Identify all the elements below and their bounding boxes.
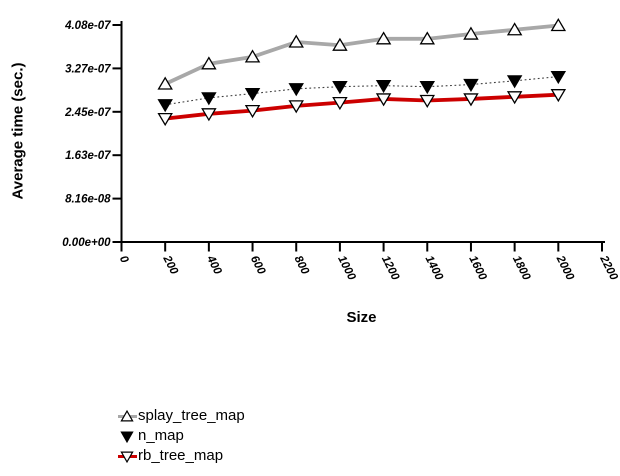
- x-tick-label: 1400: [423, 254, 446, 283]
- legend-label-rb-tree-map: rb_tree_map: [138, 447, 224, 464]
- y-tick-label: 8.16e-08: [65, 194, 111, 206]
- y-axis-ticks: [112, 24, 122, 243]
- triangle-down-filled-icon: [506, 75, 523, 89]
- y-tick-label: 0.00e+00: [62, 237, 111, 249]
- x-axis-ticks: [120, 242, 603, 252]
- x-tick-label: 600: [248, 254, 268, 277]
- legend-label-splay-tree-map: splay_tree_map: [138, 407, 245, 424]
- y-tick-label: 2.45e-07: [64, 107, 111, 119]
- y-tick-label: 1.63e-07: [65, 150, 111, 162]
- series-rb_tree_map: [157, 89, 567, 127]
- triangle-up-open-icon: [118, 408, 137, 424]
- triangle-up-open-icon: [419, 31, 436, 45]
- triangle-down-filled-icon: [463, 78, 479, 93]
- triangle-up-open-icon: [201, 56, 217, 70]
- x-tick-label: 2200: [597, 253, 620, 283]
- triangle-down-filled-icon: [375, 79, 392, 94]
- y-tick-label: 4.08e-07: [64, 20, 111, 32]
- triangle-up-open-icon: [463, 26, 479, 40]
- axes: [120, 21, 605, 243]
- triangle-down-open-icon: [332, 97, 348, 111]
- legend: splay_tree_map n_map rb_tree_map: [118, 406, 245, 466]
- triangle-down-open-icon: [201, 108, 217, 122]
- triangle-down-filled-icon: [157, 99, 173, 113]
- x-tick-label: 1600: [466, 254, 489, 283]
- x-tick-label: 1800: [510, 254, 533, 283]
- triangle-down-open-icon: [118, 448, 137, 464]
- triangle-up-open-icon: [157, 76, 173, 90]
- series-line-n_map: [165, 76, 559, 106]
- x-tick-label: 2000: [553, 253, 576, 283]
- triangle-down-open-icon: [288, 100, 304, 114]
- triangle-down-open-icon: [419, 94, 436, 109]
- legend-label-n-map: n_map: [138, 427, 184, 444]
- series-line-splay_tree_map: [164, 23, 559, 86]
- triangle-up-open-icon: [375, 31, 392, 45]
- x-tick-label: 400: [204, 253, 224, 277]
- y-axis-title: Average time (sec.): [9, 62, 27, 200]
- triangle-down-open-icon: [244, 104, 261, 119]
- x-tick-label: 0: [117, 254, 131, 266]
- legend-item-n-map: n_map: [118, 426, 245, 446]
- triangle-down-filled-icon: [332, 81, 348, 95]
- triangle-down-filled-icon: [244, 87, 261, 102]
- triangle-down-filled-icon: [118, 428, 137, 444]
- series-line-rb_tree_map: [164, 92, 559, 121]
- legend-item-rb-tree-map: rb_tree_map: [118, 446, 245, 466]
- x-axis-title: Size: [346, 309, 377, 326]
- triangle-up-open-icon: [244, 49, 261, 63]
- y-tick-label: 3.27e-07: [65, 63, 111, 75]
- x-tick-label: 800: [292, 254, 312, 277]
- triangle-down-open-icon: [550, 89, 567, 103]
- triangle-up-open-icon: [332, 37, 348, 51]
- triangle-down-open-icon: [157, 112, 173, 127]
- y-axis-tick-labels: 0.00e+00 8.16e-08 1.63e-07 2.45e-07 3.27e-07…: [62, 20, 111, 249]
- triangle-up-open-icon: [288, 34, 304, 48]
- triangle-up-open-icon: [506, 22, 523, 36]
- series-splay_tree_map: [157, 18, 567, 90]
- x-axis-tick-labels: 0 200 400 600 800 1000 1200 1400 1600 1800 2000 220…: [117, 253, 620, 283]
- triangle-down-open-icon: [463, 93, 479, 107]
- triangle-down-filled-icon: [288, 83, 304, 97]
- axis-lines: [120, 21, 605, 243]
- series-n_map: [157, 70, 567, 113]
- x-tick-label: 1200: [379, 254, 402, 283]
- legend-item-splay-tree-map: splay_tree_map: [118, 406, 245, 426]
- triangle-down-open-icon: [375, 93, 392, 107]
- x-tick-label: 1000: [335, 254, 358, 283]
- triangle-up-open-icon: [550, 18, 567, 32]
- triangle-down-filled-icon: [419, 81, 436, 95]
- triangle-down-filled-icon: [201, 92, 217, 106]
- x-tick-label: 200: [160, 253, 180, 277]
- triangle-down-filled-icon: [550, 70, 567, 85]
- triangle-down-open-icon: [506, 91, 523, 105]
